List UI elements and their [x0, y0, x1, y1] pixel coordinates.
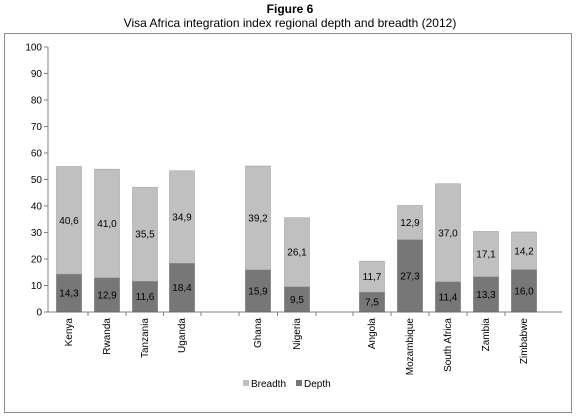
y-tick-label: 60	[31, 149, 43, 160]
category-label-angola: Angola	[367, 318, 378, 350]
y-tick-label: 90	[31, 69, 43, 80]
data-label-depth-ghana: 15,9	[248, 286, 268, 297]
category-label-zimbabwe: Zimbabwe	[519, 318, 530, 365]
data-label-breadth-ghana: 39,2	[248, 213, 268, 224]
data-label-depth-zimbabwe: 16,0	[514, 286, 534, 297]
data-label-depth-tanzania: 11,6	[136, 292, 155, 303]
data-label-breadth-mozambique: 12,9	[400, 218, 420, 229]
data-label-depth-uganda: 18,4	[172, 283, 192, 294]
bar-breadth-tanzania	[132, 186, 158, 282]
y-tick-label: 80	[31, 96, 43, 107]
data-label-depth-kenya: 14,3	[59, 289, 79, 300]
data-label-depth-mozambique: 27,3	[400, 271, 420, 282]
category-label-rwanda: Rwanda	[102, 318, 113, 355]
legend-swatch-breadth	[243, 380, 249, 386]
data-label-breadth-zambia: 17,1	[476, 250, 496, 261]
data-label-depth-zambia: 13,3	[476, 290, 496, 301]
legend-label-breadth: Breadth	[251, 379, 286, 390]
bar-breadth-nigeria	[284, 217, 310, 288]
data-label-breadth-tanzania: 35,5	[135, 230, 155, 241]
data-label-breadth-rwanda: 41,0	[97, 219, 117, 230]
data-label-breadth-south-africa: 37,0	[438, 228, 458, 239]
bar-breadth-angola	[359, 260, 385, 293]
y-tick-label: 40	[31, 202, 43, 213]
category-label-zambia: Zambia	[481, 318, 492, 352]
y-tick-label: 50	[31, 175, 43, 186]
data-label-depth-south-africa: 11,4	[439, 292, 458, 303]
bar-depth-zambia	[473, 276, 499, 313]
bar-breadth-zimbabwe	[511, 231, 537, 270]
bar-depth-tanzania	[132, 281, 158, 313]
category-label-uganda: Uganda	[177, 318, 188, 353]
bar-breadth-uganda	[169, 170, 195, 264]
category-label-mozambique: Mozambique	[405, 318, 416, 376]
bar-depth-zimbabwe	[511, 269, 537, 313]
chart-title: Visa Africa integration index regional d…	[123, 16, 457, 30]
bar-breadth-zambia	[473, 231, 499, 278]
data-label-depth-rwanda: 12,9	[97, 290, 117, 301]
y-tick-label: 10	[31, 281, 43, 292]
figure-number: Figure 6	[266, 2, 314, 16]
data-label-breadth-zimbabwe: 14,2	[514, 246, 534, 257]
legend-label-depth: Depth	[304, 379, 331, 390]
category-label-ghana: Ghana	[253, 318, 264, 348]
category-label-tanzania: Tanzania	[140, 318, 151, 358]
category-label-nigeria: Nigeria	[292, 318, 303, 350]
bar-depth-uganda	[169, 262, 195, 313]
data-label-depth-angola: 7,5	[365, 298, 379, 309]
data-label-breadth-angola: 11,7	[363, 272, 382, 283]
bar-breadth-ghana	[245, 165, 271, 271]
bar-breadth-rwanda	[94, 168, 120, 279]
data-label-breadth-uganda: 34,9	[172, 212, 192, 223]
bar-depth-nigeria	[284, 286, 310, 313]
bar-breadth-south-africa	[435, 183, 461, 283]
y-tick-label: 100	[25, 43, 42, 54]
data-label-depth-nigeria: 9,5	[290, 295, 304, 306]
y-tick-label: 20	[31, 255, 43, 266]
bar-breadth-kenya	[56, 166, 82, 275]
data-label-breadth-nigeria: 26,1	[287, 248, 307, 259]
bar-breadth-mozambique	[397, 205, 423, 240]
y-tick-label: 70	[31, 122, 43, 133]
category-label-south-africa: South Africa	[443, 318, 454, 372]
category-label-kenya: Kenya	[64, 318, 75, 347]
legend-swatch-depth	[296, 380, 302, 386]
y-tick-label: 30	[31, 228, 43, 239]
bar-depth-mozambique	[397, 239, 423, 313]
y-tick-label: 0	[36, 308, 42, 319]
data-label-breadth-kenya: 40,6	[59, 216, 79, 227]
